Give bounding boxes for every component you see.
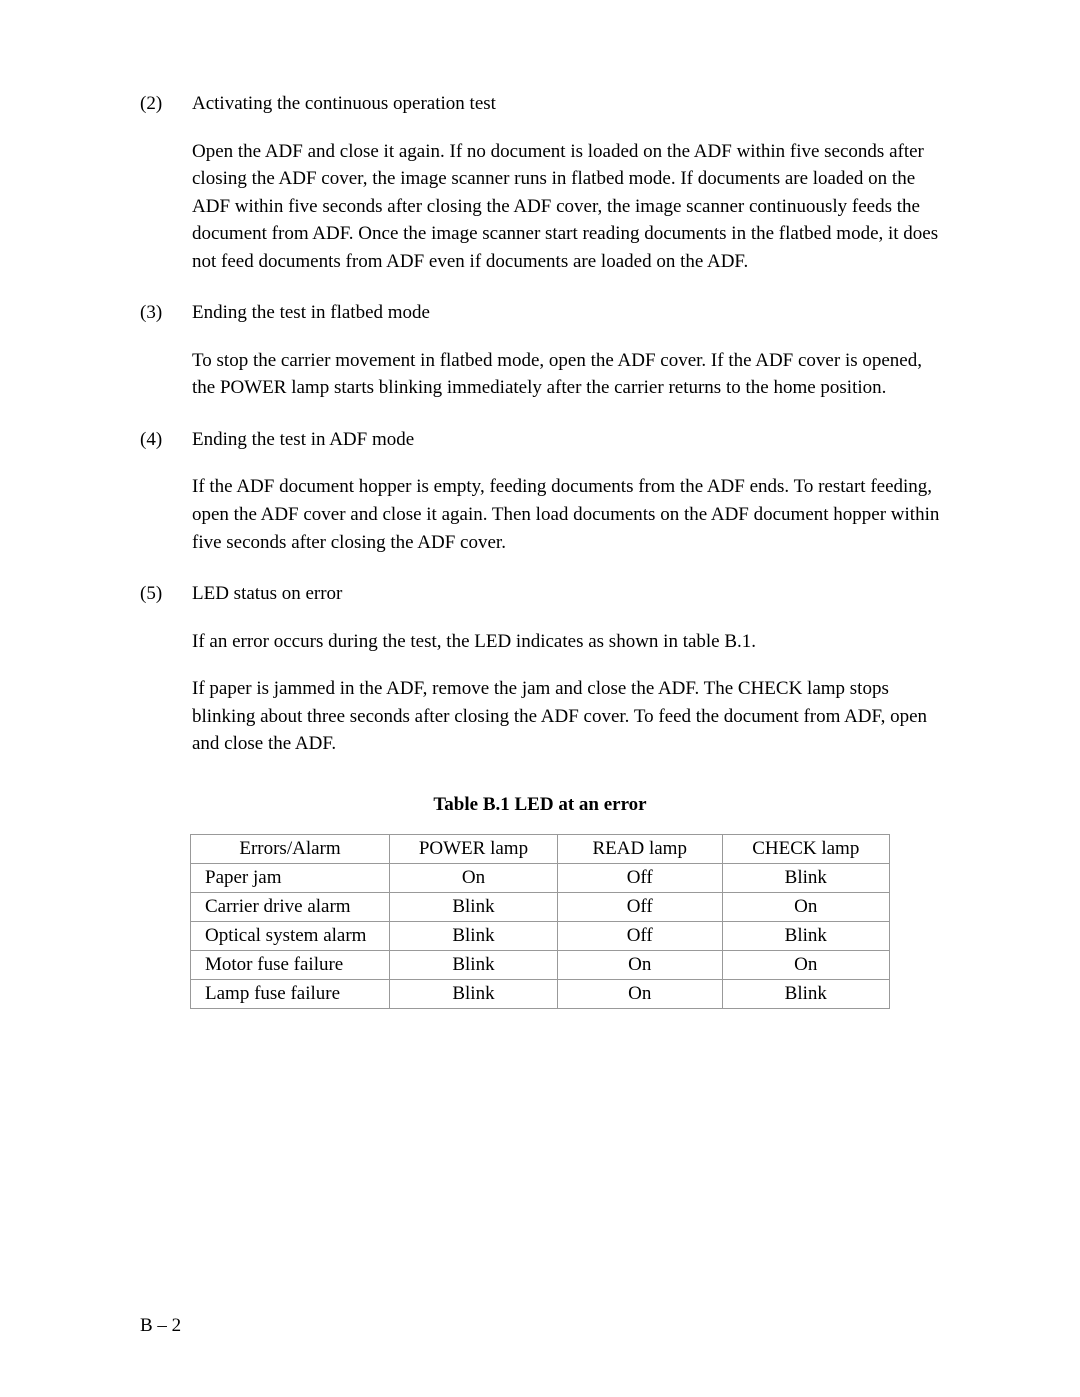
table-cell-check: Blink [722,863,889,892]
document-page: (2) Activating the continuous operation … [0,0,1080,1069]
section-5-heading-wrap: LED status on error [192,580,940,628]
table-cell-error: Optical system alarm [191,921,390,950]
table-cell-check: Blink [722,979,889,1008]
table-cell-error: Paper jam [191,863,390,892]
section-2-paragraph-1: Open the ADF and close it again. If no d… [140,138,940,276]
section-5-header-row: (5) LED status on error [140,580,940,628]
section-4-paragraph-1: If the ADF document hopper is empty, fee… [140,473,940,556]
table-head: Errors/Alarm POWER lamp READ lamp CHECK … [191,834,890,863]
section-3-header-row: (3) Ending the test in flatbed mode [140,299,940,347]
table-header-check: CHECK lamp [722,834,889,863]
table-cell-error: Lamp fuse failure [191,979,390,1008]
table-row: Motor fuse failure Blink On On [191,950,890,979]
table-cell-power: Blink [390,921,558,950]
table-row: Carrier drive alarm Blink Off On [191,892,890,921]
table-cell-power: On [390,863,558,892]
section-4: (4) Ending the test in ADF mode If the A… [140,426,940,556]
section-3-heading-wrap: Ending the test in flatbed mode [192,299,940,347]
section-3-heading: Ending the test in flatbed mode [192,299,940,327]
table-cell-power: Blink [390,892,558,921]
section-2-heading-wrap: Activating the continuous operation test [192,90,940,138]
section-5-paragraph-2: If paper is jammed in the ADF, remove th… [140,675,940,758]
table-row: Optical system alarm Blink Off Blink [191,921,890,950]
table-cell-check: On [722,950,889,979]
section-2-header-row: (2) Activating the continuous operation … [140,90,940,138]
section-4-heading: Ending the test in ADF mode [192,426,940,454]
table-cell-power: Blink [390,950,558,979]
table-cell-read: Off [557,921,722,950]
section-5-number: (5) [140,580,192,608]
section-5-heading: LED status on error [192,580,940,608]
section-2-number: (2) [140,90,192,118]
table-header-errors: Errors/Alarm [191,834,390,863]
section-2-heading: Activating the continuous operation test [192,90,940,118]
table-row: Lamp fuse failure Blink On Blink [191,979,890,1008]
table-cell-read: On [557,979,722,1008]
table-header-row: Errors/Alarm POWER lamp READ lamp CHECK … [191,834,890,863]
section-3-paragraph-1: To stop the carrier movement in flatbed … [140,347,940,402]
table-title: Table B.1 LED at an error [140,794,940,816]
table-row: Paper jam On Off Blink [191,863,890,892]
section-4-heading-wrap: Ending the test in ADF mode [192,426,940,474]
section-3: (3) Ending the test in flatbed mode To s… [140,299,940,402]
table-header-read: READ lamp [557,834,722,863]
section-2: (2) Activating the continuous operation … [140,90,940,275]
table-body: Paper jam On Off Blink Carrier drive ala… [191,863,890,1008]
section-4-header-row: (4) Ending the test in ADF mode [140,426,940,474]
page-number: B – 2 [140,1315,181,1337]
table-cell-power: Blink [390,979,558,1008]
table-cell-read: On [557,950,722,979]
section-3-number: (3) [140,299,192,327]
table-cell-read: Off [557,863,722,892]
section-5: (5) LED status on error If an error occu… [140,580,940,758]
table-cell-check: Blink [722,921,889,950]
table-cell-read: Off [557,892,722,921]
section-5-paragraph-1: If an error occurs during the test, the … [140,628,940,656]
table-cell-error: Motor fuse failure [191,950,390,979]
led-error-table: Errors/Alarm POWER lamp READ lamp CHECK … [190,834,890,1009]
section-4-number: (4) [140,426,192,454]
table-cell-check: On [722,892,889,921]
table-header-power: POWER lamp [390,834,558,863]
table-cell-error: Carrier drive alarm [191,892,390,921]
